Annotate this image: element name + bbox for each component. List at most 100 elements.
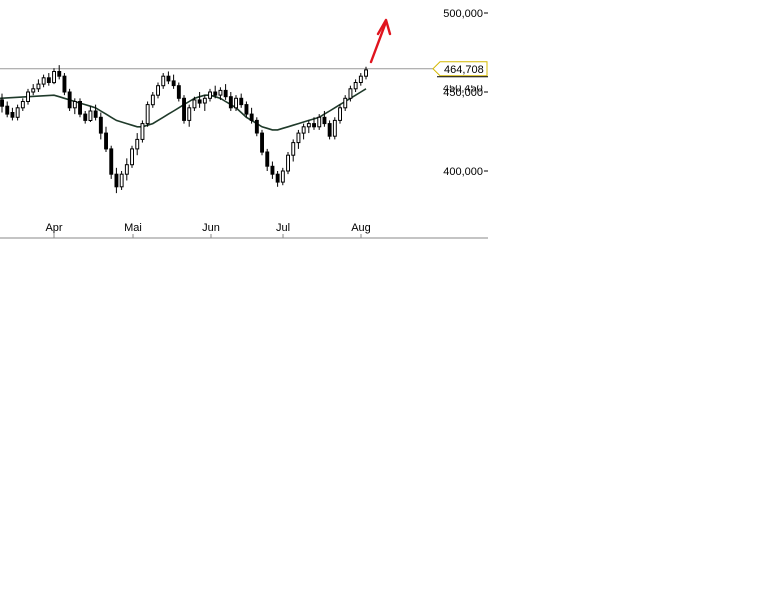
y-tick-label: 500,000 bbox=[443, 8, 483, 20]
candle-body-down bbox=[182, 97, 187, 121]
candle-body-up bbox=[286, 154, 291, 172]
candle bbox=[166, 71, 171, 85]
candle-body-up bbox=[192, 99, 197, 109]
candle bbox=[239, 93, 244, 108]
candle bbox=[223, 84, 228, 100]
candle-body-down bbox=[104, 132, 108, 150]
candle-body-down bbox=[98, 116, 103, 134]
candle bbox=[343, 95, 348, 111]
x-tick-label: Jun bbox=[202, 222, 220, 234]
candle-body-up bbox=[343, 97, 348, 109]
candle bbox=[114, 167, 119, 194]
candle bbox=[332, 117, 337, 140]
candle bbox=[46, 73, 51, 86]
candle-body-up bbox=[140, 123, 145, 140]
candle-body-up bbox=[119, 173, 124, 188]
candle-body-down bbox=[78, 101, 82, 115]
candle bbox=[88, 106, 93, 123]
candle bbox=[72, 98, 77, 115]
candle bbox=[280, 167, 285, 186]
moving-average-layer bbox=[0, 88, 367, 131]
candle-body-up bbox=[358, 75, 363, 83]
y-tick-label: 450,000 bbox=[443, 87, 483, 99]
candle bbox=[306, 120, 311, 134]
arrow-layer bbox=[369, 18, 392, 64]
candle-body-up bbox=[364, 69, 369, 77]
candle bbox=[124, 158, 129, 181]
candle-body-up bbox=[353, 82, 358, 90]
candle bbox=[20, 98, 25, 111]
candle-body-down bbox=[46, 77, 51, 84]
candle bbox=[31, 84, 36, 96]
candle-body-down bbox=[254, 119, 259, 134]
candle-body-up bbox=[234, 97, 239, 109]
candle bbox=[140, 120, 145, 143]
candle bbox=[327, 120, 332, 140]
candle bbox=[67, 88, 72, 111]
candle-body-up bbox=[156, 85, 161, 96]
candle bbox=[213, 85, 218, 99]
candle-body-up bbox=[145, 104, 150, 125]
candle-body-down bbox=[265, 151, 270, 167]
candle bbox=[254, 117, 259, 137]
candle-body-down bbox=[5, 105, 10, 115]
candle bbox=[249, 107, 254, 124]
candle-body-down bbox=[166, 75, 171, 82]
candle-body-down bbox=[62, 75, 67, 93]
candle-body-up bbox=[280, 170, 285, 183]
moving-average-line bbox=[0, 88, 367, 131]
candle bbox=[312, 117, 317, 130]
candle bbox=[358, 73, 363, 86]
candle-body-down bbox=[114, 173, 119, 188]
candle bbox=[104, 126, 108, 153]
candle-body-up bbox=[301, 126, 306, 134]
candle bbox=[348, 85, 353, 102]
candle-body-down bbox=[109, 148, 114, 175]
x-tick-label: Apr bbox=[45, 222, 62, 234]
candle bbox=[197, 92, 202, 108]
candle bbox=[244, 101, 249, 118]
candle bbox=[296, 129, 301, 149]
x-tick-label: Jul bbox=[276, 222, 290, 234]
candle bbox=[353, 79, 358, 92]
candle-body-down bbox=[93, 110, 98, 118]
candle bbox=[301, 123, 306, 140]
candle bbox=[176, 82, 181, 102]
candle-body-up bbox=[88, 110, 93, 121]
candle bbox=[119, 171, 124, 190]
candle bbox=[187, 104, 192, 127]
candle-body-up bbox=[41, 77, 46, 85]
candle bbox=[130, 145, 135, 168]
candle bbox=[275, 171, 280, 187]
candle bbox=[182, 95, 187, 124]
candle-body-up bbox=[72, 101, 77, 109]
candle-body-up bbox=[317, 116, 322, 128]
candle-body-down bbox=[249, 113, 254, 121]
candle bbox=[265, 148, 270, 171]
candle-body-down bbox=[223, 89, 228, 98]
candle-body-down bbox=[322, 116, 327, 125]
candle-body-up bbox=[135, 138, 140, 150]
candle bbox=[338, 104, 343, 124]
candle bbox=[286, 152, 291, 175]
candle bbox=[364, 66, 369, 80]
candle bbox=[270, 161, 275, 179]
candle bbox=[156, 82, 161, 99]
candle-body-down bbox=[176, 85, 181, 99]
candle bbox=[192, 96, 197, 111]
candle bbox=[52, 68, 56, 85]
candle bbox=[145, 101, 150, 127]
candle bbox=[26, 88, 31, 105]
candle-body-up bbox=[338, 107, 343, 121]
candle-body-down bbox=[239, 97, 244, 106]
last-value-tag: 464,708 bbox=[432, 61, 488, 77]
candle bbox=[291, 139, 296, 162]
candle-body-down bbox=[260, 132, 265, 153]
candle-body-up bbox=[161, 75, 166, 87]
candle-body-up bbox=[208, 91, 213, 99]
candle bbox=[15, 104, 20, 121]
candle-body-down bbox=[0, 99, 5, 107]
y-tick-label: 400,000 bbox=[443, 166, 483, 178]
candle-body-up bbox=[296, 132, 301, 144]
